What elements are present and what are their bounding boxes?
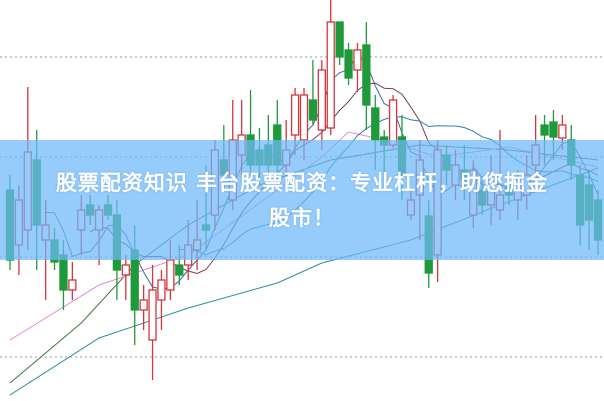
- candle-up: [148, 289, 157, 341]
- candle-down: [175, 264, 184, 276]
- candle-up: [326, 21, 335, 129]
- candle-up: [290, 94, 300, 136]
- candle-up: [388, 99, 398, 146]
- candle-up: [139, 299, 148, 311]
- candle-down: [549, 121, 558, 138]
- candle-up: [317, 69, 326, 131]
- candle-up: [558, 124, 567, 139]
- candle-up: [166, 259, 175, 291]
- candle-down: [362, 44, 371, 106]
- candle-down: [371, 107, 380, 141]
- banner-line-2: 股市！: [269, 206, 335, 230]
- candle-up: [299, 94, 309, 141]
- candle-down: [540, 124, 549, 136]
- candle-up: [157, 279, 166, 301]
- candle-up: [68, 279, 77, 291]
- banner-title: 股票配资知识 丰台股票配资：专业杠杆，助您掘金 股市！: [0, 166, 604, 236]
- candle-up: [353, 49, 362, 71]
- banner-band: [0, 140, 604, 260]
- banner-line-1: 股票配资知识 丰台股票配资：专业杠杆，助您掘金: [55, 171, 549, 195]
- candle-down: [59, 254, 68, 291]
- candle-down: [344, 49, 353, 79]
- candle-down: [335, 21, 344, 58]
- candle-up: [121, 264, 130, 276]
- candle-down: [308, 99, 318, 121]
